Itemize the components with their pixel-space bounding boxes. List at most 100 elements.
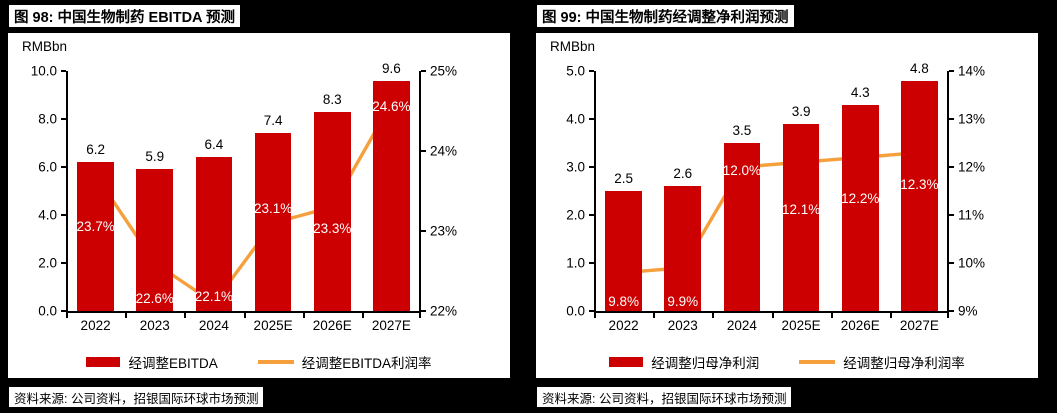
plot-area-99: 0.0 1.0 2.0 3.0 4.0 5.0 9% 10% 11% 12% 13% 14% 2022 2… [566, 61, 985, 333]
x-axis-tick [66, 313, 68, 318]
bar-2026E [841, 104, 879, 311]
left-axis-tick [589, 118, 594, 120]
line-value-label: 23.7% [76, 218, 115, 234]
x-axis-tick [302, 313, 305, 318]
left-axis-tick [61, 166, 66, 168]
x-axis-tick-label: 2022 [608, 318, 639, 333]
bar-value-label: 6.2 [86, 142, 105, 158]
left-axis-line-98 [66, 71, 68, 313]
left-axis-tick-label: 2.0 [566, 207, 585, 223]
x-axis-tick [771, 313, 774, 318]
x-axis-tick [419, 313, 421, 318]
left-axis-tick-label: 0.0 [566, 303, 585, 319]
bar-2023 [136, 169, 174, 311]
right-axis-tick [949, 214, 954, 216]
bar-2026E [313, 111, 351, 311]
x-axis-tick [125, 313, 128, 318]
bar-value-label: 3.9 [791, 103, 811, 119]
x-axis-line-98 [66, 311, 421, 313]
line-value-label: 12.1% [781, 202, 821, 218]
figure-panel-98: 图 98: 中国生物制药 EBITDA 预测 RMBbn 0.0 2.0 4.0 6.… [0, 0, 518, 413]
legend-98: 经调整EBITDA 经调整EBITDA利润率 [8, 352, 510, 372]
right-axis-line-99 [947, 71, 949, 313]
legend-99: 经调整归母净利润 经调整归母净利润率 [536, 352, 1038, 372]
y-axis-unit-label-98: RMBbn [22, 39, 68, 54]
left-axis-tick-label: 4.0 [566, 111, 585, 127]
bar-value-label: 6.4 [204, 137, 224, 153]
legend-bar-swatch-icon [86, 357, 121, 367]
right-axis-tick-label: 9% [958, 303, 978, 319]
left-axis-tick [589, 262, 594, 264]
left-axis-tick [589, 166, 594, 168]
right-axis-tick [949, 118, 954, 120]
x-axis-tick-label: 2026E [312, 318, 352, 333]
x-axis-tick [594, 313, 596, 318]
x-axis-tick-label: 2025E [253, 318, 293, 333]
left-axis-tick [61, 118, 66, 120]
x-axis-tick [184, 313, 187, 318]
right-axis-tick-label: 11% [958, 207, 985, 223]
x-axis-tick [653, 313, 656, 318]
left-axis-tick-label: 0.0 [38, 303, 57, 319]
left-axis-tick-label: 5.0 [566, 63, 585, 79]
legend-item-bar-98: 经调整EBITDA [86, 352, 218, 372]
right-axis-tick [421, 310, 426, 312]
chart-area-99: RMBbn 0.0 1.0 2.0 3.0 4.0 5.0 9% 10% 11% 12% 13% 14… [536, 33, 1038, 378]
left-axis-tick-label: 4.0 [38, 207, 57, 223]
x-axis-tick [243, 313, 246, 318]
chart-area-98: RMBbn 0.0 2.0 4.0 6.0 8.0 10.0 22% 23% 24% 25% 202… [8, 33, 510, 378]
legend-item-line-98: 经调整EBITDA利润率 [257, 352, 432, 372]
x-axis-tick-label: 2022 [80, 318, 111, 333]
x-axis-tick [830, 313, 833, 318]
x-axis-tick-label: 2027E [371, 318, 411, 333]
line-value-label: 24.6% [372, 99, 411, 115]
left-axis-tick-label: 2.0 [38, 255, 57, 271]
bar-value-label: 4.3 [850, 84, 870, 100]
left-axis-tick [589, 310, 594, 312]
right-axis-line-98 [419, 71, 421, 313]
figure-title-98: 图 98: 中国生物制药 EBITDA 预测 [8, 4, 242, 28]
left-axis-line-99 [594, 71, 596, 313]
bar-2025E [254, 133, 292, 311]
right-axis-tick [949, 310, 954, 312]
right-axis-tick-label: 25% [430, 63, 458, 79]
right-axis-tick-label: 22% [430, 303, 458, 319]
left-axis-tick-label: 8.0 [38, 111, 57, 127]
right-axis-tick [949, 70, 954, 72]
legend-item-bar-99: 经调整归母净利润 [609, 352, 759, 372]
x-axis-line-99 [594, 311, 949, 313]
right-axis-tick [949, 166, 954, 168]
bar-value-label: 4.8 [910, 60, 929, 76]
legend-bar-label: 经调整EBITDA [128, 356, 218, 371]
legend-line-label: 经调整EBITDA利润率 [301, 356, 432, 371]
legend-bar-swatch-icon [609, 357, 644, 367]
bar-2024 [195, 157, 233, 311]
line-series-98 [93, 101, 394, 305]
bar-value-label: 7.4 [263, 113, 283, 129]
x-axis-tick-label: 2024 [198, 318, 229, 333]
right-axis-tick-label: 24% [430, 143, 458, 159]
legend-line-swatch-icon [799, 360, 836, 364]
x-axis-tick-label: 2023 [667, 318, 698, 333]
left-axis-tick-label: 6.0 [38, 159, 57, 175]
x-axis-tick [947, 313, 949, 318]
bar-2024 [723, 143, 761, 311]
figure-title-99: 图 99: 中国生物制药经调整净利润预测 [536, 4, 795, 28]
legend-bar-label: 经调整归母净利润 [651, 356, 760, 371]
plot-area-98: 0.0 2.0 4.0 6.0 8.0 10.0 22% 23% 24% 25% 2022 6.2 20… [31, 61, 457, 333]
line-value-label: 23.1% [253, 200, 293, 216]
bar-value-label: 2.5 [614, 171, 633, 186]
figure-panel-99: 图 99: 中国生物制药经调整净利润预测 RMBbn 0.0 1.0 2.0 3.0 4… [528, 0, 1046, 413]
x-axis-tick-label: 2025E [781, 318, 821, 333]
bar-2025E [782, 123, 820, 311]
right-axis-tick [421, 70, 426, 72]
x-axis-tick-label: 2024 [726, 318, 757, 333]
left-axis-tick [61, 70, 66, 72]
line-value-label: 9.9% [667, 293, 699, 309]
right-axis-tick-label: 23% [430, 223, 458, 239]
bar-value-label: 8.3 [322, 91, 342, 107]
right-axis-tick-label: 14% [958, 63, 986, 79]
bar-2023 [664, 186, 702, 311]
right-axis-tick [421, 230, 426, 232]
